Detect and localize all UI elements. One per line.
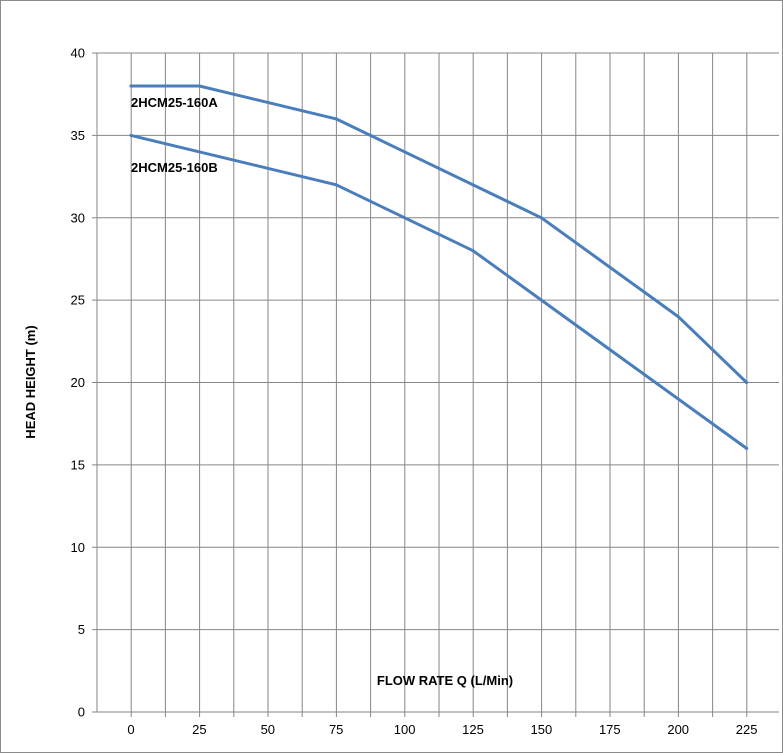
y-tick-label-6: 30 <box>71 210 85 225</box>
data-point-0-4 <box>676 315 680 319</box>
data-point-1-2 <box>471 249 475 253</box>
y-tick-label-4: 20 <box>71 375 85 390</box>
x-tick-label-8: 200 <box>667 722 689 737</box>
x-tick-label-1: 25 <box>192 722 206 737</box>
data-point-1-4 <box>745 446 749 450</box>
x-axis-title: FLOW RATE Q (L/Min) <box>377 673 513 688</box>
y-axis-title: HEAD HEIGHT (m) <box>23 325 38 438</box>
x-tick-label-6: 150 <box>531 722 553 737</box>
data-point-1-3 <box>539 298 543 302</box>
y-tick-label-0: 0 <box>78 705 85 720</box>
data-point-0-0 <box>129 84 133 88</box>
x-tick-label-0: 0 <box>127 722 134 737</box>
data-point-1-0 <box>129 133 133 137</box>
data-point-0-1 <box>197 84 201 88</box>
x-tick-labels: 0 25 50 75 100 125 150 175 200 225 <box>127 722 757 737</box>
x-tick-label-9: 225 <box>736 722 758 737</box>
y-tick-labels: 0 5 10 15 20 25 30 35 40 <box>71 46 85 720</box>
x-tick-label-5: 125 <box>462 722 484 737</box>
data-point-0-2 <box>334 117 338 121</box>
series-lines <box>129 84 749 450</box>
series-line-0 <box>129 84 749 384</box>
axes <box>96 53 779 713</box>
x-tick-label-4: 100 <box>394 722 416 737</box>
x-tick-label-3: 75 <box>329 722 343 737</box>
y-tick-label-1: 5 <box>78 622 85 637</box>
y-tick-label-5: 25 <box>71 293 85 308</box>
series-label-2hcm25-160a: 2HCM25-160A <box>131 95 218 110</box>
x-tick-label-7: 175 <box>599 722 621 737</box>
y-tick-label-2: 10 <box>71 540 85 555</box>
series-label-2hcm25-160b: 2HCM25-160B <box>131 160 218 175</box>
y-tick-label-3: 15 <box>71 457 85 472</box>
y-tick-label-7: 35 <box>71 128 85 143</box>
x-tick-label-2: 50 <box>261 722 275 737</box>
y-tick-label-8: 40 <box>71 46 85 61</box>
data-point-1-1 <box>334 183 338 187</box>
gridlines <box>92 52 779 717</box>
data-point-0-3 <box>539 216 543 220</box>
data-point-0-5 <box>745 381 749 384</box>
series-labels: 2HCM25-160A 2HCM25-160B <box>131 95 218 175</box>
